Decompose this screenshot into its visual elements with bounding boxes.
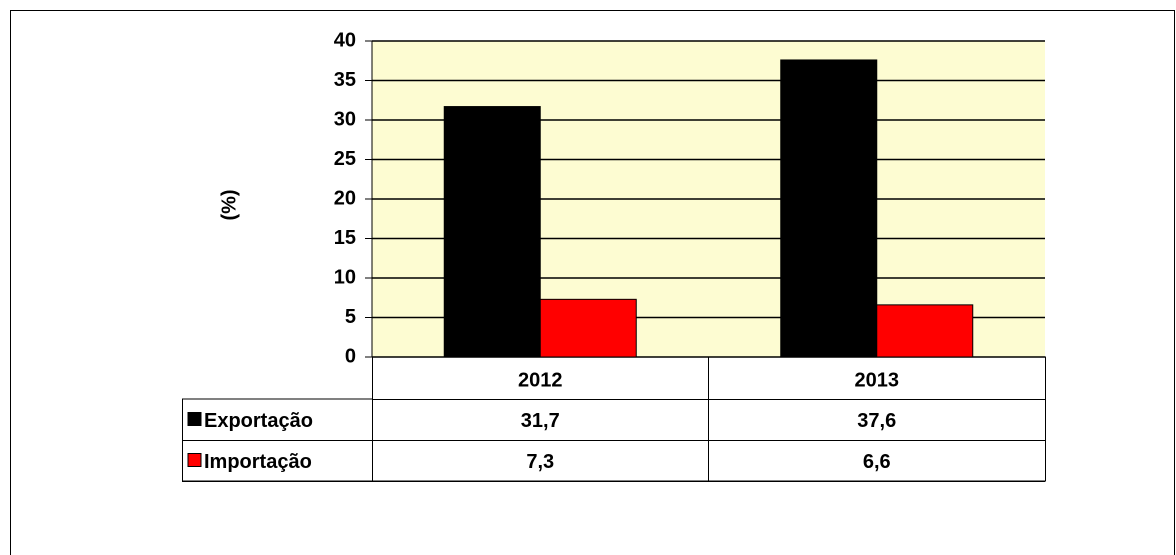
x-tick-label: 2013 <box>855 369 900 391</box>
y-tick-label: 25 <box>334 148 356 170</box>
table-value: 37,6 <box>857 410 896 432</box>
y-tick-label: 40 <box>334 29 356 51</box>
bar <box>780 59 878 358</box>
table-value: 7,3 <box>526 451 554 473</box>
y-tick-label: 35 <box>334 69 356 91</box>
bar <box>876 304 974 358</box>
y-tick-label: 15 <box>334 227 356 249</box>
y-tick-label: 0 <box>345 345 356 367</box>
y-tick-label: 10 <box>334 266 356 288</box>
y-tick-label: 5 <box>345 306 356 328</box>
legend-label: Importação <box>204 451 312 473</box>
bar <box>539 298 637 358</box>
legend-swatch <box>187 453 202 467</box>
table-value: 6,6 <box>863 451 891 473</box>
x-tick-label: 2012 <box>518 369 563 391</box>
y-tick-label: 30 <box>334 108 356 130</box>
legend-swatch <box>187 412 202 426</box>
table-value: 31,7 <box>521 410 560 432</box>
legend-label: Exportação <box>204 410 313 432</box>
y-tick-label: 20 <box>334 187 356 209</box>
y-axis-label: (%) <box>218 189 240 220</box>
bar <box>443 106 541 358</box>
